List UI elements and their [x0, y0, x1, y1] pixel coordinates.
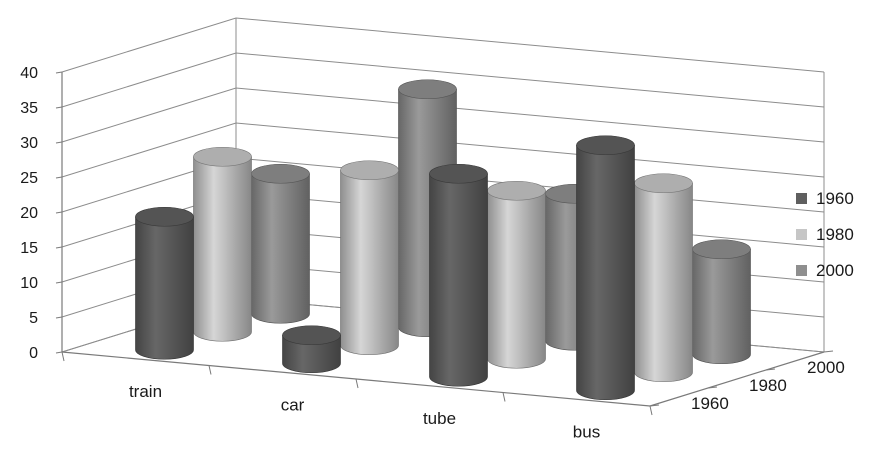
bar-1960-car	[282, 325, 341, 374]
cylinder-top	[340, 160, 399, 181]
x-tick-label: bus	[573, 422, 600, 441]
x-tick-mark	[61, 351, 65, 362]
depth-tick-mark	[649, 404, 660, 407]
y-tick-label: 10	[20, 275, 38, 292]
cylinder-bars	[135, 79, 751, 401]
cylinder-top	[429, 163, 488, 184]
bar-2000-bus	[692, 239, 751, 365]
legend-label-2000: 2000	[816, 261, 854, 280]
cylinder-body	[135, 216, 194, 360]
bar-1960-train	[135, 206, 194, 360]
x-tick-label: car	[281, 395, 305, 414]
axis-labels: 0 5 10 15 20 25 30 35 40 train car tube bus 1960 1980 2…	[20, 65, 845, 441]
depth-tick-mark	[707, 386, 718, 389]
y-tick-label: 20	[20, 205, 38, 222]
cylinder-body	[429, 173, 488, 387]
y-tick-label: 0	[29, 345, 38, 362]
legend-swatch-2000	[796, 265, 807, 276]
axes	[55, 71, 834, 416]
cylinder-top	[634, 173, 693, 194]
cylinder-top	[487, 180, 546, 201]
y-tick-label: 5	[29, 310, 38, 327]
y-tick-label: 15	[20, 240, 38, 257]
y-tick-mark-25	[55, 176, 63, 179]
legend-swatch-1980	[796, 229, 807, 240]
bar-2000-train	[251, 163, 310, 324]
y-tick-mark-5	[55, 316, 63, 319]
x-tick-mark	[502, 392, 506, 402]
bar-1980-bus	[634, 173, 693, 383]
gridline-40	[61, 17, 825, 73]
y-tick-mark-0	[55, 351, 63, 354]
legend: 1960 1980 2000	[796, 189, 854, 280]
x-tick-mark	[649, 405, 653, 416]
y-tick-label: 40	[20, 65, 38, 82]
cylinder-body	[340, 169, 399, 356]
x-tick-label: tube	[423, 409, 456, 428]
cylinder-body	[251, 173, 310, 324]
bar-1980-train	[193, 146, 252, 342]
depth-tick-mark	[823, 350, 834, 353]
cylinder-body	[193, 156, 252, 342]
cylinder-top	[282, 325, 341, 346]
cylinder-body	[576, 144, 635, 401]
y-tick-mark-35	[55, 106, 63, 109]
y-tick-label: 25	[20, 170, 38, 187]
cylinder-top	[193, 146, 252, 167]
depth-tick-label: 1960	[691, 394, 729, 413]
bar-1980-car	[340, 160, 399, 356]
bar-1980-tube	[487, 180, 546, 369]
bar-1960-bus	[576, 135, 635, 401]
depth-tick-label: 2000	[807, 358, 845, 377]
x-tick-label: train	[129, 382, 162, 401]
cylinder-top	[135, 206, 194, 227]
depth-tick-label: 1980	[749, 376, 787, 395]
cylinder-top	[692, 239, 751, 260]
cylinder-top	[576, 135, 635, 156]
y-tick-mark-20	[55, 211, 63, 214]
depth-axis	[649, 351, 825, 407]
y-tick-mark-40	[55, 71, 63, 74]
bar-1960-tube	[429, 163, 488, 387]
cylinder-body	[634, 182, 693, 383]
legend-label-1960: 1960	[816, 189, 854, 208]
y-tick-mark-15	[55, 246, 63, 249]
cylinder-top	[251, 163, 310, 184]
y-tick-label: 30	[20, 135, 38, 152]
cylinder-top	[398, 79, 457, 100]
y-tick-label: 35	[20, 100, 38, 117]
cylinder-body	[487, 190, 546, 369]
y-tick-mark-10	[55, 281, 63, 284]
x-tick-mark	[355, 378, 359, 389]
legend-swatch-1960	[796, 193, 807, 204]
y-tick-mark-30	[55, 141, 63, 144]
legend-label-1980: 1980	[816, 225, 854, 244]
cylinder-body	[692, 248, 751, 365]
cylinder-body	[282, 334, 341, 374]
x-tick-mark	[208, 365, 212, 375]
depth-tick-mark	[765, 368, 776, 371]
